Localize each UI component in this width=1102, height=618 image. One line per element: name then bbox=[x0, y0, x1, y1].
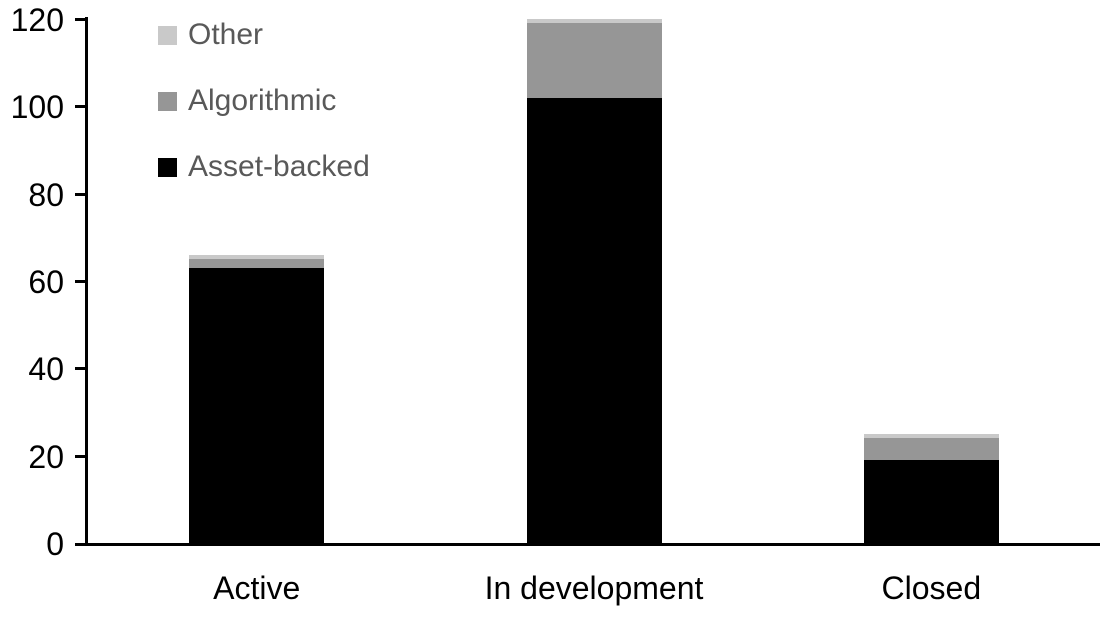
x-axis-category-label: Active bbox=[213, 570, 301, 606]
y-axis-tick-mark bbox=[75, 280, 88, 283]
bar-segment-closed-other bbox=[863, 433, 999, 439]
bar-segment-active-other bbox=[189, 254, 325, 260]
y-axis-tick-label: 40 bbox=[28, 351, 64, 388]
legend-label: Other bbox=[188, 18, 264, 51]
legend-swatch-other-icon bbox=[158, 25, 177, 45]
y-axis-tick-mark bbox=[75, 367, 88, 371]
legend-item-asset-backed: Asset-backed bbox=[158, 150, 370, 184]
y-axis-tick-label: 0 bbox=[46, 526, 64, 562]
legend-label: Algorithmic bbox=[188, 84, 337, 117]
y-axis-tick-mark bbox=[75, 105, 88, 109]
legend-item-algorithmic: Algorithmic bbox=[158, 84, 370, 118]
y-axis-tick-label: 100 bbox=[10, 89, 64, 126]
legend: Other Algorithmic Asset-backed bbox=[158, 18, 370, 216]
y-axis-tick-label: 20 bbox=[28, 438, 64, 475]
bar-segment-active-algorithmic bbox=[189, 259, 325, 268]
bar-segment-closed-algorithmic bbox=[863, 438, 999, 461]
y-axis-tick-label: 120 bbox=[10, 2, 64, 38]
bar-segment-closed-asset-backed bbox=[863, 460, 999, 543]
y-axis-tick-mark bbox=[75, 454, 88, 458]
y-axis-tick-label: 60 bbox=[28, 264, 64, 300]
bar-segment-in-development-other bbox=[526, 19, 662, 24]
bar-segment-in-development-asset-backed bbox=[526, 97, 662, 543]
x-axis-category-label: In development bbox=[484, 570, 704, 606]
y-axis-tick-mark bbox=[75, 18, 88, 21]
y-axis-tick-mark bbox=[75, 192, 88, 196]
y-axis-tick-label: 80 bbox=[28, 176, 64, 213]
legend-swatch-asset-backed-icon bbox=[158, 157, 177, 177]
legend-item-other: Other bbox=[158, 18, 370, 52]
x-axis-line bbox=[75, 543, 1100, 546]
legend-swatch-algorithmic-icon bbox=[158, 91, 177, 111]
legend-label: Asset-backed bbox=[188, 150, 370, 183]
bar-segment-active-asset-backed bbox=[189, 267, 325, 543]
bar-segment-in-development-algorithmic bbox=[526, 23, 662, 98]
x-axis-category-label: Closed bbox=[881, 570, 982, 606]
